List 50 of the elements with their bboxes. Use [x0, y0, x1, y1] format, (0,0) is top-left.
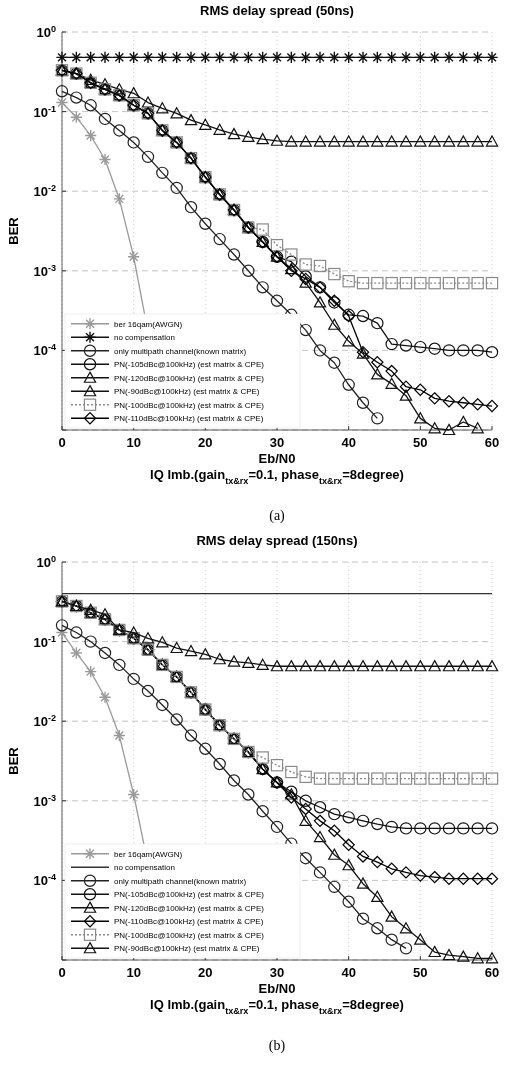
text: (b) [268, 1038, 286, 1054]
x-tick-label: 20 [198, 435, 213, 450]
chart-title: RMS delay spread (150ns) [196, 533, 358, 548]
x-tick-label: 10 [126, 435, 141, 450]
y-tick-label: 10$^{-3}$ [33, 792, 56, 809]
legend-label: PN(-100dBc@100kHz) (est matrix & CPE) [114, 400, 265, 410]
y-tick-label: 10$^{-1}$ [33, 633, 56, 650]
x-tick-label: 40 [341, 965, 356, 980]
y-tick-label: 10$^{-4}$ [33, 872, 57, 889]
legend-label: only multipath channel(known matrix) [114, 346, 247, 356]
y-axis-title: BER [6, 746, 21, 775]
legend-label: PN(-90dBc@100kHz) (est matrix & CPE) [114, 387, 260, 397]
legend-label: PN(-105dBc@100kHz) (est matrix & CPE) [114, 360, 265, 370]
x-axis-title: Eb/N0 [258, 451, 296, 466]
legend-label: ber 16qam(AWGN) [114, 319, 183, 329]
y-tick-label: 10$^{-1}$ [33, 103, 56, 120]
y-tick-label: 10$^{-2}$ [33, 713, 56, 730]
legend-label: PN(-110dBc@100kHz) (est matrix & CPE) [114, 917, 264, 927]
x-tick-label: 50 [413, 435, 428, 450]
legend-label: PN(-90dBc@100kHz) (est matrix & CPE) [114, 944, 260, 954]
legend-label: no compensation [114, 333, 175, 343]
x-tick-label: 30 [269, 965, 285, 980]
text: IQ Imb.(gain$_{tx&rx}$=0.1, phase$_{tx&rx}$=8degree) [150, 997, 404, 1016]
x-tick-label: 40 [341, 435, 356, 450]
x-tick-label: 0 [58, 965, 66, 980]
x-tick-label: 60 [484, 435, 500, 450]
x-tick-label: 50 [413, 965, 428, 980]
y-tick-label: 10$^{-3}$ [33, 262, 56, 279]
text: (a) [269, 508, 286, 524]
legend-label: only multipath channel(known matrix) [114, 876, 247, 886]
text: IQ Imb.(gain$_{tx&rx}$=0.1, phase$_{tx&rx}$=8degree) [150, 467, 404, 486]
y-tick-label: 10$^{0}$ [36, 554, 56, 570]
x-axis-title: Eb/N0 [258, 981, 296, 996]
y-tick-label: 10$^{-4}$ [33, 342, 57, 359]
y-tick-label: 10$^{-2}$ [33, 183, 56, 200]
legend-label: PN(-120dBc@100kHz) (est matrix & CPE) [114, 903, 265, 913]
legend-label: PN(-120dBc@100kHz) (est matrix & CPE) [114, 373, 265, 383]
y-tick-label: 10$^{0}$ [36, 24, 56, 40]
chart-title: RMS delay spread (50ns) [200, 3, 354, 18]
x-tick-label: 10 [126, 965, 141, 980]
legend-label: PN(-100dBc@100kHz) (est matrix & CPE) [114, 930, 265, 940]
legend-label: no compensation [114, 863, 175, 873]
x-tick-label: 60 [484, 965, 500, 980]
x-tick-label: 0 [58, 435, 66, 450]
legend-label: PN(-105dBc@100kHz) (est matrix & CPE) [114, 890, 265, 900]
legend-label: ber 16qam(AWGN) [114, 849, 183, 859]
x-tick-label: 20 [198, 965, 213, 980]
legend-label: PN(-110dBc@100kHz) (est matrix & CPE) [114, 414, 264, 424]
x-tick-label: 30 [269, 435, 285, 450]
y-axis-title: BER [6, 216, 21, 245]
